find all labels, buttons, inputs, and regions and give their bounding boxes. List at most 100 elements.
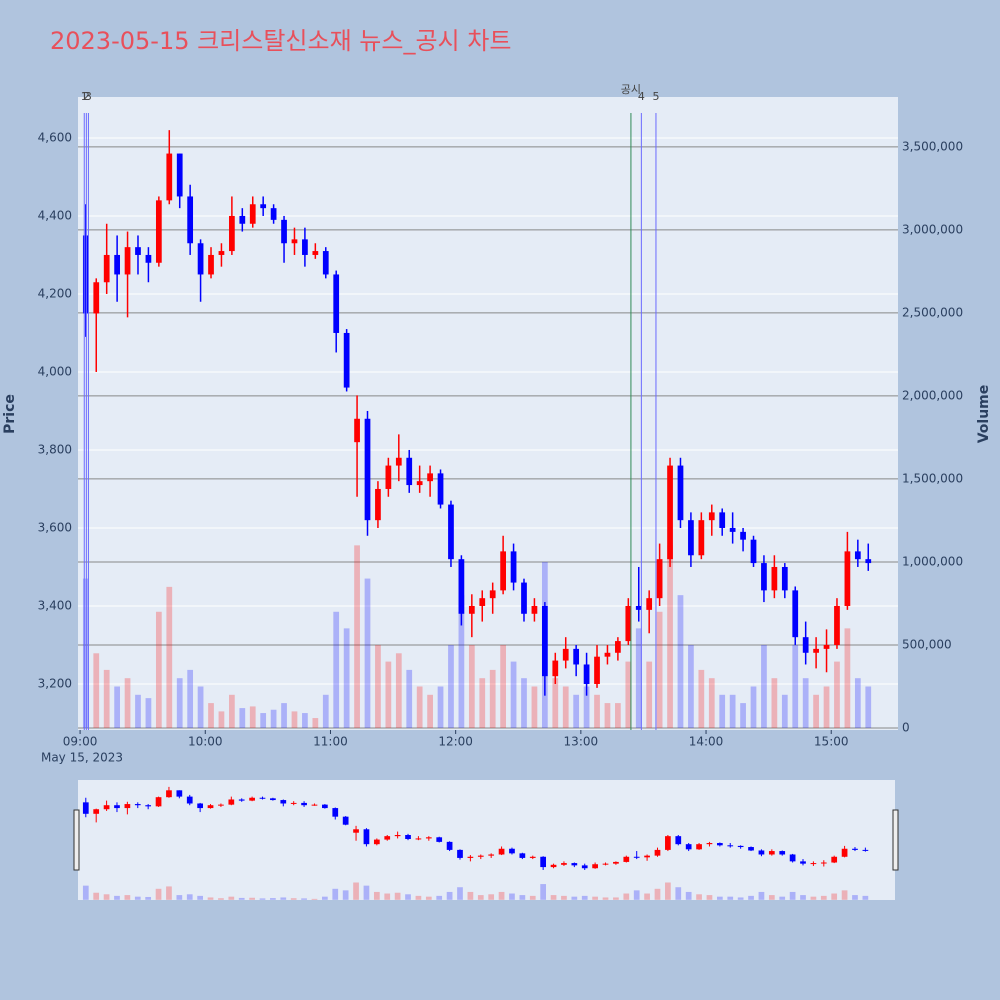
slider-handle[interactable] [892,809,899,871]
volume-bar [677,595,684,729]
candle-body [656,559,663,599]
volume-bar [698,669,705,729]
candle-body [155,797,162,807]
candle-body [82,235,89,314]
candle-body [166,153,173,201]
volume-bar [625,661,632,729]
candle-body [758,850,765,855]
volume-bar [561,895,567,900]
volume-bar [771,678,778,729]
y-tick-label: 3,600 [38,520,72,534]
candle-body [592,864,598,869]
range-slider[interactable] [78,780,895,900]
candle-body [540,856,547,868]
candle-body [635,605,642,610]
y2-tick-label: 2,500,000 [902,305,963,319]
volume-bar [197,686,204,729]
volume-bar [395,653,402,729]
volume-bar [675,887,682,900]
candle-body [322,804,328,809]
candle-body [740,531,746,540]
candle-body [333,274,340,333]
volume-bar [573,694,580,729]
volume-bar [394,892,401,900]
candle-body [405,835,411,840]
y-tick-label: 3,400 [38,598,72,612]
candle-body [229,215,235,252]
volume-bar [761,644,767,729]
volume-bar [186,894,193,900]
volume-bar [385,661,392,729]
candle-body [259,797,266,799]
volume-bar [644,893,650,900]
candle-body [571,863,578,866]
volume-bar [727,896,734,900]
volume-bar [176,895,183,900]
volume-bar [623,893,630,900]
candle-body [425,837,432,839]
volume-bar [615,703,621,729]
candle-body [291,239,298,244]
candle-body [519,853,526,858]
candle-body [613,861,619,864]
y2-tick-label: 2,000,000 [902,388,963,402]
candle-body [510,551,517,583]
volume-bar [229,694,235,729]
candle-body [489,590,496,599]
volume-bar [448,644,454,729]
candle-body [343,332,350,388]
volume-bar [145,896,152,900]
volume-bar [667,545,673,729]
candle-body [437,473,444,505]
slider-handle[interactable] [73,809,80,871]
volume-bar [249,897,255,900]
y-tick-label: 4,600 [38,130,72,144]
event-label: 4 [638,90,645,103]
volume-bar [280,897,287,900]
volume-bar [748,895,754,900]
volume-bar [373,891,380,900]
volume-bar [436,895,443,900]
candle-body [385,465,392,489]
candle-body [800,861,806,864]
y-tick-label: 3,800 [38,442,72,456]
candle-body [562,648,569,661]
volume-bar [207,897,214,900]
volume-bar [406,669,413,729]
event-label: 공시 [621,83,641,96]
candle-body [373,839,380,845]
volume-bar [93,892,100,900]
candle-body [448,504,454,560]
volume-bar [333,611,340,729]
volume-bar [468,644,475,729]
volume-bar [375,644,381,729]
volume-bar [353,882,359,900]
candle-body [342,816,349,825]
candle-body [197,803,203,809]
candle-body [834,605,840,645]
candle-body [457,849,463,858]
volume-bar [510,661,517,729]
candle-body [197,243,204,275]
candle-body [708,512,715,521]
volume-bar [552,678,559,729]
candle-body [416,481,423,486]
volume-bar [635,628,642,729]
volume-bar [862,895,869,900]
candle-body [625,605,632,642]
candle-body [688,520,694,556]
x-tick-label: 12:00 [438,735,473,749]
volume-bar [594,694,600,729]
candle-body [114,254,120,275]
volume-bar [427,694,433,729]
candle-body [301,802,307,806]
volume-bar [208,703,214,729]
candle-body [155,200,162,263]
volume-bar [166,886,172,900]
volume-bar [479,678,486,729]
volume-bar [665,882,671,900]
volume-bar [249,706,256,729]
volume-bar [768,895,775,900]
volume-bar [218,898,224,900]
y2-tick-label: 3,000,000 [902,222,963,236]
